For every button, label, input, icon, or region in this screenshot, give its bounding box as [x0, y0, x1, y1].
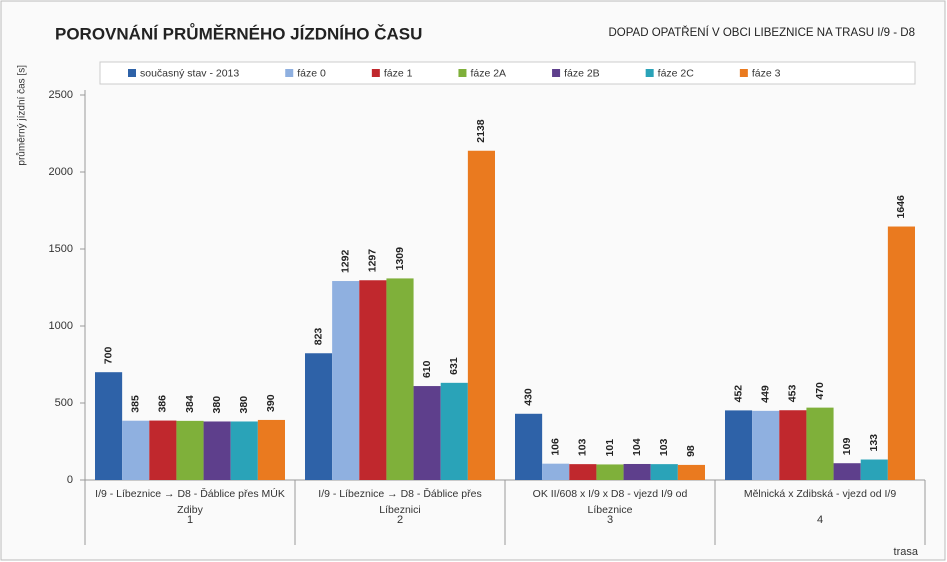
legend-label: fáze 3 — [752, 67, 781, 79]
bar — [678, 465, 705, 480]
legend-swatch — [740, 69, 748, 77]
bar — [386, 278, 413, 480]
data-label: 133 — [868, 434, 880, 452]
data-label: 103 — [658, 438, 670, 456]
y-tick-label: 500 — [55, 397, 73, 409]
legend-swatch — [458, 69, 466, 77]
bar — [414, 386, 441, 480]
legend-swatch — [128, 69, 136, 77]
chart: POROVNÁNÍ PRŮMĚRNÉHO JÍZDNÍHO ČASU DOPAD… — [0, 0, 947, 562]
y-tick-label: 0 — [67, 474, 73, 486]
x-tick-label: Mělnická x Zdibská - vjezd od I/9 — [719, 486, 921, 502]
data-label: 449 — [759, 385, 771, 403]
bar — [888, 227, 915, 480]
bar — [861, 460, 888, 480]
legend-label: fáze 2A — [470, 67, 506, 79]
bar — [231, 421, 258, 480]
bar — [258, 420, 285, 480]
bar — [651, 464, 678, 480]
y-tick-label: 2500 — [49, 89, 73, 101]
y-tick-label: 1500 — [49, 243, 73, 255]
data-label: 1292 — [339, 250, 351, 274]
data-label: 1297 — [367, 249, 379, 273]
bar — [569, 464, 596, 480]
bar — [596, 464, 623, 480]
data-label: 390 — [265, 394, 277, 412]
chart-subtitle: DOPAD OPATŘENÍ V OBCI LIBEZNICE NA TRASU… — [608, 26, 915, 39]
bar — [779, 410, 806, 480]
bar — [515, 414, 542, 480]
data-label: 386 — [157, 395, 169, 413]
bar — [176, 421, 203, 480]
data-label: 823 — [312, 328, 324, 346]
legend-swatch — [646, 69, 654, 77]
data-label: 104 — [631, 438, 643, 456]
bar — [806, 408, 833, 480]
legend-label: fáze 2C — [658, 67, 695, 79]
bar — [204, 421, 231, 480]
page: POROVNÁNÍ PRŮMĚRNÉHO JÍZDNÍHO ČASU DOPAD… — [0, 0, 947, 562]
data-label: 2138 — [475, 119, 487, 143]
y-tick-label: 1000 — [49, 320, 73, 332]
x-axis-label: trasa — [894, 546, 919, 558]
data-label: 430 — [522, 388, 534, 406]
data-label: 109 — [841, 438, 853, 456]
x-group-label: 4 — [817, 514, 823, 526]
data-label: 380 — [238, 396, 250, 414]
data-label: 1646 — [895, 195, 907, 219]
bar — [95, 372, 122, 480]
data-label: 453 — [787, 385, 799, 403]
x-tick-label: I/9 - Líbeznice → D8 - Ďáblice přes Líbe… — [299, 486, 501, 518]
x-tick-label: I/9 - Líbeznice → D8 - Ďáblice přes MÚK … — [89, 486, 291, 518]
data-label: 1309 — [394, 247, 406, 271]
chart-title: POROVNÁNÍ PRŮMĚRNÉHO JÍZDNÍHO ČASU — [55, 23, 422, 43]
legend-swatch — [372, 69, 380, 77]
legend-label: fáze 1 — [384, 67, 413, 79]
data-label: 384 — [184, 395, 196, 413]
bar — [122, 421, 149, 480]
legend-label: fáze 0 — [297, 67, 326, 79]
legend-swatch — [552, 69, 560, 77]
bar — [624, 464, 651, 480]
legend-label: současný stav - 2013 — [140, 67, 239, 79]
data-label: 610 — [421, 360, 433, 378]
data-label: 106 — [549, 438, 561, 456]
data-label: 700 — [102, 347, 114, 365]
y-tick-label: 2000 — [49, 166, 73, 178]
data-label: 631 — [448, 357, 460, 375]
x-tick-label: OK II/608 x I/9 x D8 - vjezd I/9 od Líbe… — [509, 486, 711, 518]
data-label: 101 — [604, 439, 616, 457]
bar — [725, 410, 752, 480]
legend-swatch — [285, 69, 293, 77]
bar — [149, 421, 176, 480]
data-label: 98 — [685, 445, 697, 457]
bar — [441, 383, 468, 480]
bar — [542, 464, 569, 480]
bar — [752, 411, 779, 480]
bar — [359, 280, 386, 480]
data-label: 380 — [211, 396, 223, 414]
legend-label: fáze 2B — [564, 67, 600, 79]
y-axis-label: průměrný jízdní čas [s] — [16, 65, 28, 166]
data-label: 452 — [732, 385, 744, 403]
data-label: 103 — [577, 438, 589, 456]
bar — [834, 463, 861, 480]
bar — [332, 281, 359, 480]
bar — [468, 151, 495, 480]
data-label: 385 — [129, 395, 141, 413]
bar — [305, 353, 332, 480]
data-label: 470 — [814, 382, 826, 400]
